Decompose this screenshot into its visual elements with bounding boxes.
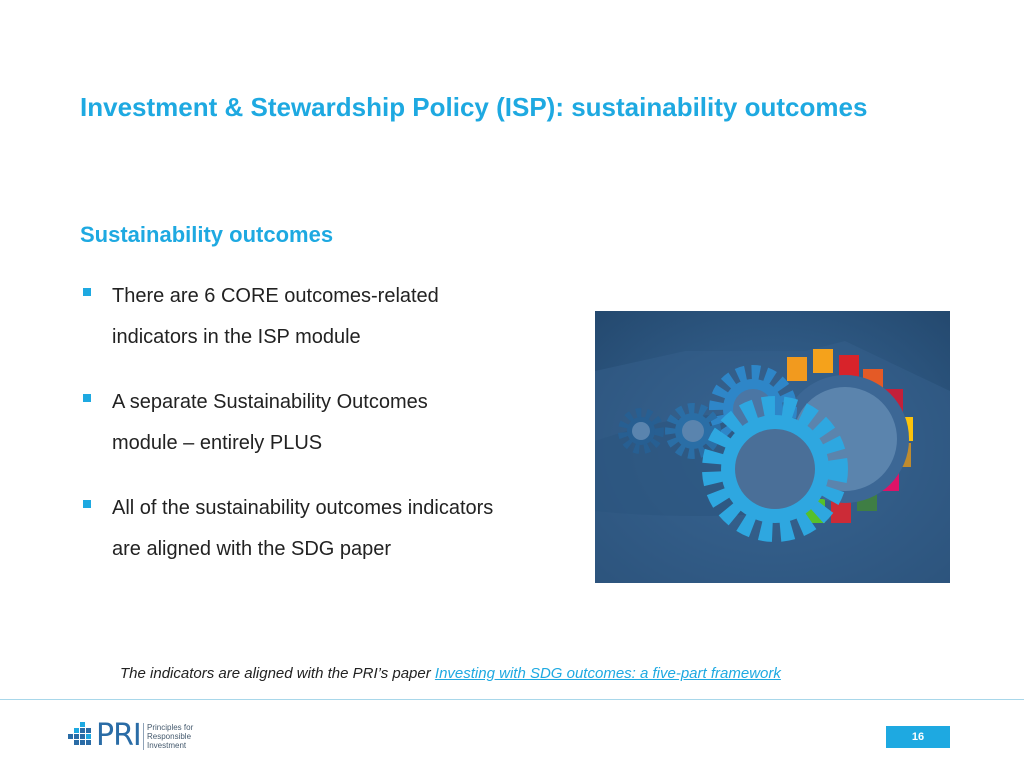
- logo-tagline: Principles for Responsible Investment: [147, 723, 193, 750]
- footer-divider: [0, 699, 1024, 700]
- bullet-line-1: All of the sustainability outcomes indic…: [112, 497, 494, 519]
- section-subtitle: Sustainability outcomes: [80, 222, 334, 247]
- bullet-line-2: are aligned with the SDG paper: [112, 538, 392, 560]
- footnote: The indicators are aligned with the PRI’…: [120, 665, 781, 682]
- footnote-text: The indicators are aligned with the PRI’…: [120, 665, 435, 682]
- bullet-item: All of the sustainability outcomes indic…: [80, 488, 570, 570]
- logo-separator: [143, 723, 144, 750]
- bullet-square-icon: [83, 288, 91, 296]
- logo-wordmark: PRI: [96, 718, 142, 753]
- bullet-list: There are 6 CORE outcomes-related indica…: [80, 276, 570, 594]
- logo-tagline-line: Investment: [147, 741, 187, 750]
- bullet-line-2: indicators in the ISP module: [112, 326, 361, 348]
- bullet-line-1: A separate Sustainability Outcomes: [112, 391, 428, 413]
- gears-illustration: [595, 311, 950, 583]
- bullet-square-icon: [83, 500, 91, 508]
- slide-title: Investment & Stewardship Policy (ISP): s…: [80, 92, 868, 122]
- bullet-line-1: There are 6 CORE outcomes-related: [112, 285, 439, 307]
- bullet-item: There are 6 CORE outcomes-related indica…: [80, 276, 570, 358]
- pri-logo: PRI Principles for Responsible Investmen…: [68, 718, 208, 753]
- logo-tagline-line: Principles for: [147, 723, 194, 732]
- bullet-item: A separate Sustainability Outcomes modul…: [80, 382, 570, 464]
- sdg-paper-link[interactable]: Investing with SDG outcomes: a five-part…: [434, 665, 781, 682]
- logo-tagline-line: Responsible: [147, 732, 192, 741]
- bullet-square-icon: [83, 394, 91, 402]
- bullet-line-2: module – entirely PLUS: [112, 432, 323, 454]
- page-number: 16: [886, 726, 950, 748]
- pri-logo-mark: [68, 722, 91, 745]
